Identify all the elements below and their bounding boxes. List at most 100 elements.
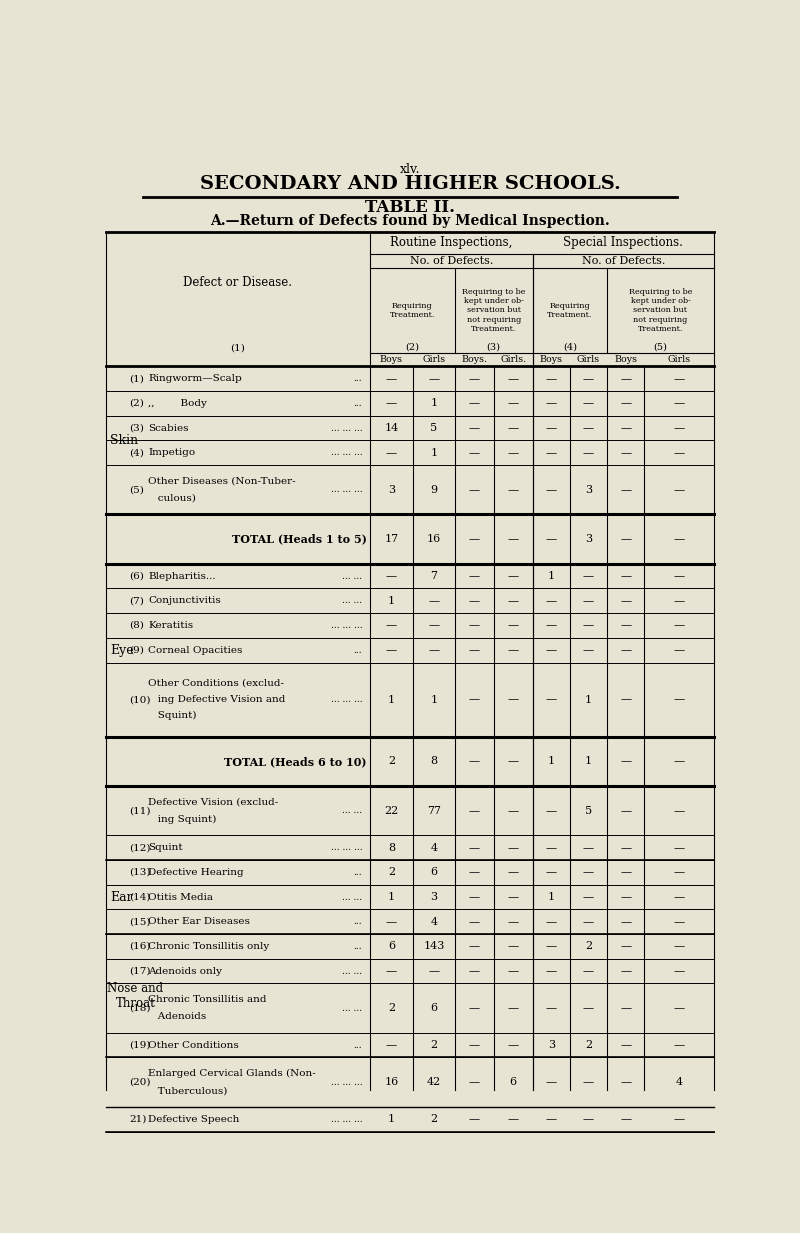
Text: (15): (15): [129, 917, 150, 926]
Text: —: —: [620, 398, 631, 408]
Text: Defective Hearing: Defective Hearing: [148, 868, 244, 877]
Text: 42: 42: [426, 1078, 441, 1088]
Text: Boys: Boys: [540, 355, 563, 364]
Text: Enlarged Cervical Glands (Non-: Enlarged Cervical Glands (Non-: [148, 1069, 316, 1078]
Text: 3: 3: [548, 1041, 555, 1051]
Text: —: —: [546, 398, 557, 408]
Text: Defect or Disease.: Defect or Disease.: [183, 276, 293, 290]
Text: —: —: [620, 485, 631, 494]
Text: —: —: [620, 620, 631, 630]
Text: xlv.: xlv.: [400, 163, 420, 176]
Text: —: —: [508, 867, 518, 878]
Text: —: —: [546, 534, 557, 544]
Text: —: —: [620, 374, 631, 383]
Text: 77: 77: [427, 805, 441, 816]
Text: (20): (20): [129, 1078, 150, 1086]
Text: —: —: [428, 596, 439, 605]
Text: —: —: [620, 1004, 631, 1014]
Text: —: —: [583, 423, 594, 433]
Text: —: —: [508, 448, 518, 457]
Text: Adenoids: Adenoids: [148, 1012, 206, 1021]
Text: Keratitis: Keratitis: [148, 621, 194, 630]
Text: —: —: [620, 942, 631, 952]
Text: 22: 22: [384, 805, 398, 816]
Text: —: —: [508, 1115, 518, 1124]
Text: —: —: [386, 398, 397, 408]
Text: Girls: Girls: [577, 355, 600, 364]
Text: —: —: [469, 756, 480, 766]
Text: Other Diseases (Non-Tuber-: Other Diseases (Non-Tuber-: [148, 477, 296, 486]
Text: Requiring to be
kept under ob-
servation but
not requiring
Treatment.: Requiring to be kept under ob- servation…: [462, 289, 526, 333]
Text: (4): (4): [563, 343, 577, 351]
Text: —: —: [546, 423, 557, 433]
Text: —: —: [620, 967, 631, 977]
Text: —: —: [620, 694, 631, 704]
Text: —: —: [620, 842, 631, 853]
Text: —: —: [508, 1041, 518, 1051]
Text: 3: 3: [585, 534, 592, 544]
Text: —: —: [546, 485, 557, 494]
Text: (5): (5): [654, 343, 667, 351]
Text: Girls: Girls: [422, 355, 446, 364]
Text: (16): (16): [129, 942, 150, 951]
Text: —: —: [620, 645, 631, 655]
Text: —: —: [620, 571, 631, 581]
Text: ...: ...: [354, 942, 362, 951]
Text: ing Defective Vision and: ing Defective Vision and: [148, 695, 286, 704]
Text: —: —: [508, 967, 518, 977]
Text: —: —: [546, 448, 557, 457]
Text: Nose and
Throat: Nose and Throat: [107, 981, 163, 1010]
Text: (12): (12): [129, 843, 150, 852]
Text: TABLE II.: TABLE II.: [365, 200, 455, 216]
Text: (7): (7): [129, 597, 144, 605]
Text: ... ...: ... ...: [342, 806, 362, 815]
Text: 1: 1: [388, 596, 395, 605]
Text: A.—Return of Defects found by Medical Inspection.: A.—Return of Defects found by Medical In…: [210, 215, 610, 228]
Text: (11): (11): [129, 806, 150, 815]
Text: —: —: [428, 645, 439, 655]
Text: —: —: [386, 448, 397, 457]
Text: (2): (2): [405, 343, 419, 351]
Text: —: —: [469, 967, 480, 977]
Text: —: —: [583, 620, 594, 630]
Text: Blepharitis...: Blepharitis...: [148, 572, 216, 581]
Text: 4: 4: [430, 842, 438, 853]
Text: ...: ...: [354, 917, 362, 926]
Text: —: —: [620, 867, 631, 878]
Text: —: —: [508, 620, 518, 630]
Text: —: —: [546, 1078, 557, 1088]
Text: —: —: [428, 374, 439, 383]
Text: 1: 1: [430, 448, 438, 457]
Text: —: —: [469, 842, 480, 853]
Text: —: —: [508, 374, 518, 383]
Text: —: —: [386, 1041, 397, 1051]
Text: 2: 2: [430, 1115, 438, 1124]
Text: —: —: [386, 571, 397, 581]
Text: —: —: [469, 620, 480, 630]
Text: —: —: [583, 596, 594, 605]
Text: —: —: [583, 867, 594, 878]
Text: —: —: [469, 891, 480, 903]
Text: —: —: [508, 842, 518, 853]
Text: 4: 4: [430, 916, 438, 927]
Text: —: —: [469, 423, 480, 433]
Text: (5): (5): [129, 486, 144, 494]
Text: Ringworm—Scalp: Ringworm—Scalp: [148, 374, 242, 383]
Text: —: —: [546, 374, 557, 383]
Text: Adenoids only: Adenoids only: [148, 967, 222, 975]
Text: ...: ...: [354, 1041, 362, 1049]
Text: Tuberculous): Tuberculous): [148, 1086, 228, 1095]
Text: (6): (6): [129, 572, 144, 581]
Text: —: —: [546, 916, 557, 927]
Text: —: —: [620, 805, 631, 816]
Text: —: —: [469, 1041, 480, 1051]
Text: —: —: [674, 1115, 685, 1124]
Text: —: —: [469, 1004, 480, 1014]
Text: TOTAL (Heads 6 to 10): TOTAL (Heads 6 to 10): [224, 756, 366, 767]
Text: Chronic Tonsillitis only: Chronic Tonsillitis only: [148, 942, 270, 951]
Text: 6: 6: [510, 1078, 517, 1088]
Text: 6: 6: [388, 942, 395, 952]
Text: —: —: [546, 942, 557, 952]
Text: 4: 4: [675, 1078, 682, 1088]
Text: —: —: [469, 596, 480, 605]
